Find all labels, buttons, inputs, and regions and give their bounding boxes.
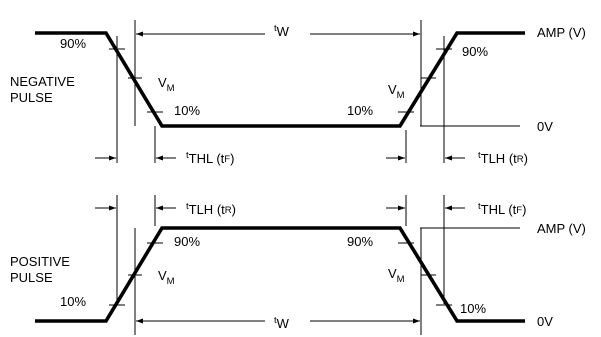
neg-tw-label: tW <box>274 23 290 39</box>
neg-10-right-label: 10% <box>347 103 373 118</box>
neg-tf-label: tTHL (tF) <box>186 150 234 166</box>
pos-title-line2: PULSE <box>10 270 53 285</box>
neg-10-left-label: 10% <box>174 103 200 118</box>
pos-tr-label: tTLH (tR) <box>186 201 236 217</box>
pos-10-right-label: 10% <box>460 301 486 316</box>
neg-vm-left-label: VM <box>158 75 175 94</box>
positive-pulse-waveform <box>35 226 525 323</box>
positive-pulse-section: POSITIVE PULSE 10% 90% 90% 10% VM VM tW … <box>10 195 586 335</box>
neg-amp-label: AMP (V) <box>537 25 586 40</box>
neg-90-right-label: 90% <box>462 44 488 59</box>
pos-amp-label: AMP (V) <box>537 221 586 236</box>
neg-title-line2: PULSE <box>10 90 53 105</box>
neg-vm-right-label: VM <box>388 82 405 101</box>
pos-tf-label: tTHL (tF) <box>478 201 526 217</box>
pos-10-left-label: 10% <box>60 294 86 309</box>
pos-vm-left-label: VM <box>158 268 175 287</box>
pos-vm-right-label: VM <box>388 266 405 285</box>
neg-90-left-label: 90% <box>60 36 86 51</box>
neg-title-line1: NEGATIVE <box>10 74 75 89</box>
neg-zero-label: 0V <box>537 119 553 134</box>
pos-90-right-label: 90% <box>347 234 373 249</box>
pos-tw-label: tW <box>274 315 290 331</box>
pos-zero-label: 0V <box>537 314 553 329</box>
neg-tr-label: tTLH (tR) <box>478 150 528 166</box>
negative-pulse-section: NEGATIVE PULSE 90% 10% 10% 90% VM VM tW … <box>10 20 586 166</box>
pos-title-line1: POSITIVE <box>10 254 70 269</box>
pos-90-left-label: 90% <box>174 234 200 249</box>
negative-pulse-waveform <box>35 31 525 128</box>
